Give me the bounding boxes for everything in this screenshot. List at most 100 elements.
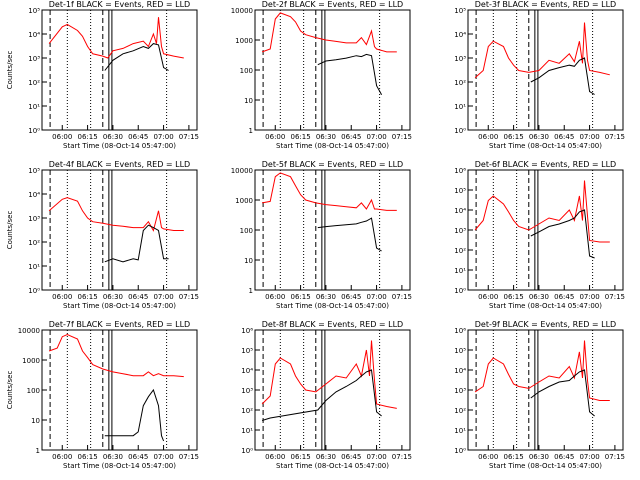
- y-tick-label: 10³: [28, 215, 40, 223]
- x-tick-label: 06:00: [265, 293, 285, 301]
- y-tick-label: 10⁴: [454, 207, 466, 215]
- detector-panel-8: Det-8f BLACK = Events, RED = LLD 10⁰ 10¹ 10…: [241, 320, 412, 470]
- x-tick-label: 07:15: [605, 133, 625, 141]
- x-tick-label: 07:00: [366, 293, 386, 301]
- x-tick-label: 07:00: [366, 453, 386, 461]
- y-tick-label: 10²: [28, 79, 40, 87]
- y-tick-label: 1000: [235, 37, 253, 45]
- y-tick-label: 10⁶: [454, 327, 466, 335]
- detector-panel-4: Det-4f BLACK = Events, RED = LLD Counts/s…: [6, 160, 199, 310]
- x-tick-label: 06:45: [554, 293, 574, 301]
- y-tick-label: 10³: [241, 387, 253, 395]
- events-series-line: [530, 369, 595, 417]
- x-tick-label: 06:15: [290, 453, 310, 461]
- x-tick-label: 06:30: [529, 133, 549, 141]
- x-tick-label: 06:45: [128, 453, 148, 461]
- plot-frame: [467, 169, 624, 291]
- x-tick-label: 06:00: [265, 453, 285, 461]
- x-axis-label: Start Time (08-Oct-14 05:47:00): [63, 142, 176, 150]
- y-tick-label: 100: [27, 387, 40, 395]
- x-axis-label: Start Time (08-Oct-14 05:47:00): [489, 142, 602, 150]
- x-tick-label: 06:30: [529, 453, 549, 461]
- y-tick-label: 10⁰: [28, 287, 40, 295]
- y-tick-label: 10³: [454, 387, 466, 395]
- x-tick-label: 07:15: [179, 293, 199, 301]
- x-tick-label: 07:00: [579, 133, 599, 141]
- y-tick-label: 10²: [454, 407, 466, 415]
- y-axis-label: Counts/sec: [6, 371, 14, 410]
- y-tick-label: 100: [240, 227, 253, 235]
- x-tick-label: 06:30: [529, 293, 549, 301]
- y-tick-label: 10: [244, 97, 253, 105]
- detector-panel-1: Det-1f BLACK = Events, RED = LLD Counts/s…: [6, 0, 199, 150]
- panel-title: Det-4f BLACK = Events, RED = LLD: [49, 160, 190, 169]
- x-tick-label: 07:00: [366, 133, 386, 141]
- panel-title: Det-6f BLACK = Events, RED = LLD: [475, 160, 616, 169]
- panel-title: Det-7f BLACK = Events, RED = LLD: [49, 320, 190, 329]
- y-tick-label: 10¹: [241, 427, 253, 435]
- y-tick-label: 10³: [454, 55, 466, 63]
- x-tick-label: 06:15: [503, 293, 523, 301]
- y-tick-label: 10³: [454, 227, 466, 235]
- panel-title: Det-9f BLACK = Events, RED = LLD: [475, 320, 616, 329]
- detector-panel-3: Det-3f BLACK = Events, RED = LLD 10⁰ 10¹ 10…: [454, 0, 625, 150]
- plot-frame: [254, 329, 411, 451]
- x-tick-label: 06:00: [52, 293, 72, 301]
- lld-series-line: [48, 334, 184, 378]
- y-tick-label: 10: [244, 257, 253, 265]
- x-tick-label: 06:30: [316, 453, 336, 461]
- plot-frame: [41, 9, 198, 131]
- y-tick-label: 10³: [28, 55, 40, 63]
- events-series-line: [530, 209, 595, 259]
- events-series-line: [104, 43, 169, 71]
- x-tick-label: 07:00: [579, 453, 599, 461]
- panel-title: Det-5f BLACK = Events, RED = LLD: [262, 160, 403, 169]
- y-tick-label: 10⁰: [241, 447, 253, 455]
- y-axis-label: Counts/sec: [6, 51, 14, 90]
- y-tick-label: 10⁴: [241, 367, 253, 375]
- x-tick-label: 07:15: [392, 133, 412, 141]
- plot-frame: [467, 9, 624, 131]
- events-series-line: [104, 388, 165, 442]
- x-tick-label: 06:45: [128, 293, 148, 301]
- events-series-line: [317, 53, 383, 95]
- y-tick-label: 1000: [22, 357, 40, 365]
- panel-title: Det-1f BLACK = Events, RED = LLD: [49, 0, 190, 9]
- y-tick-label: 10⁵: [454, 7, 466, 15]
- x-tick-label: 06:15: [290, 293, 310, 301]
- x-tick-label: 06:00: [478, 133, 498, 141]
- x-tick-label: 07:15: [605, 293, 625, 301]
- plot-frame: [41, 169, 198, 291]
- plot-frame: [254, 169, 411, 291]
- x-tick-label: 06:30: [316, 133, 336, 141]
- y-tick-label: 10⁵: [454, 187, 466, 195]
- y-tick-label: 10⁰: [28, 127, 40, 135]
- x-axis-label: Start Time (08-Oct-14 05:47:00): [276, 302, 389, 310]
- y-tick-label: 10²: [454, 79, 466, 87]
- lld-series-line: [48, 17, 184, 59]
- y-tick-label: 10⁶: [241, 327, 253, 335]
- y-tick-label: 10⁶: [454, 167, 466, 175]
- x-tick-label: 06:15: [290, 133, 310, 141]
- x-tick-label: 06:00: [478, 293, 498, 301]
- y-tick-label: 100: [240, 67, 253, 75]
- lld-series-line: [261, 12, 397, 53]
- x-tick-label: 06:45: [554, 453, 574, 461]
- events-series-line: [530, 57, 595, 95]
- events-series-line: [317, 217, 382, 252]
- x-tick-label: 06:30: [103, 453, 123, 461]
- y-tick-label: 10⁴: [454, 31, 466, 39]
- y-tick-label: 10000: [18, 327, 40, 335]
- x-tick-label: 06:45: [341, 133, 361, 141]
- y-tick-label: 10000: [231, 7, 253, 15]
- panel-title: Det-3f BLACK = Events, RED = LLD: [475, 0, 616, 9]
- x-tick-label: 06:30: [103, 293, 123, 301]
- events-series-line: [261, 369, 382, 421]
- lld-series-line: [474, 22, 610, 79]
- y-tick-label: 1: [249, 127, 253, 135]
- x-axis-label: Start Time (08-Oct-14 05:47:00): [276, 142, 389, 150]
- detector-panel-9: Det-9f BLACK = Events, RED = LLD 10⁰ 10¹ 10…: [454, 320, 625, 470]
- y-tick-label: 1: [249, 287, 253, 295]
- x-tick-label: 06:00: [52, 453, 72, 461]
